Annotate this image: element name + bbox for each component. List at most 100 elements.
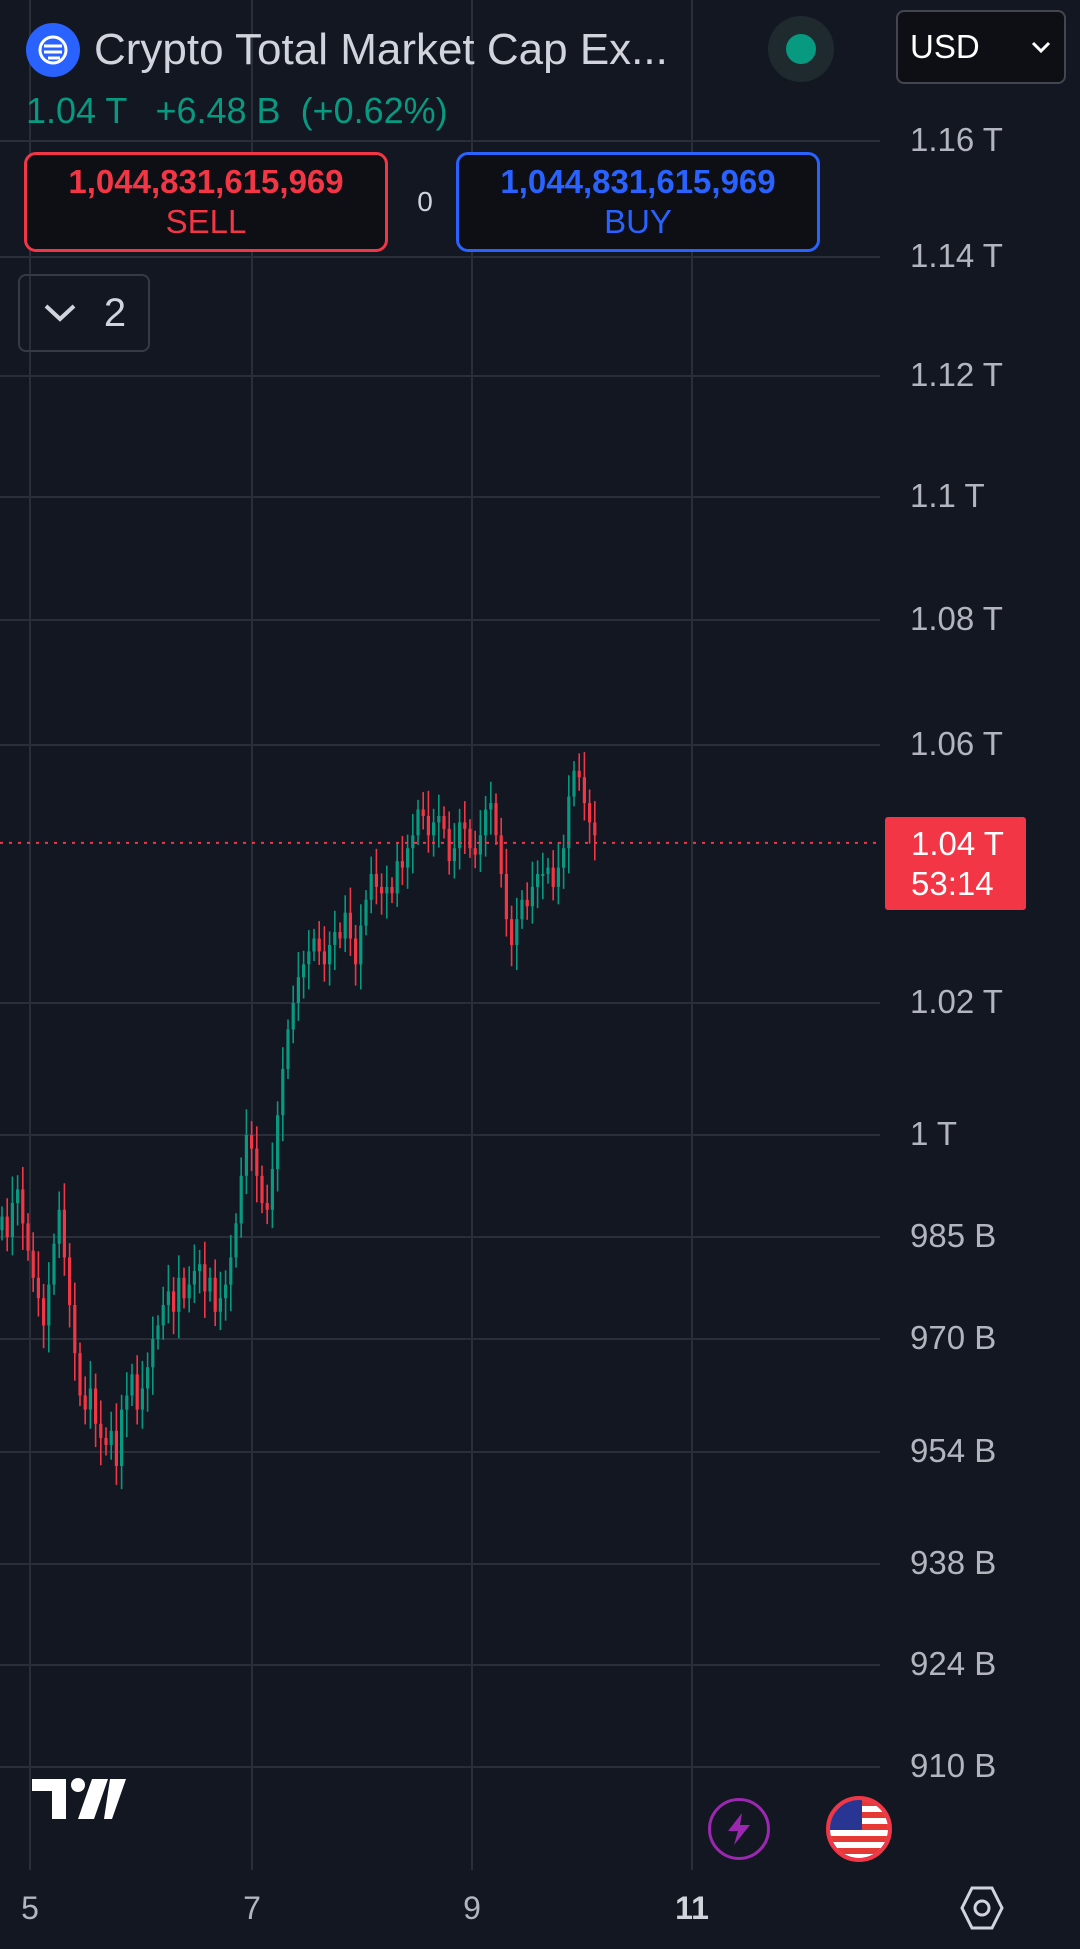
chart-settings-button[interactable] xyxy=(958,1884,1006,1937)
candle-body xyxy=(36,1277,40,1299)
us-flag-icon xyxy=(826,1796,892,1862)
lightning-icon xyxy=(728,1813,750,1845)
candle-body xyxy=(62,1209,66,1258)
candle-body xyxy=(0,1216,4,1231)
candle-body xyxy=(562,848,566,868)
market-status-indicator[interactable] xyxy=(768,16,834,82)
symbol-header[interactable]: Crypto Total Market Cap Ex... xyxy=(26,18,668,82)
candle-body xyxy=(291,1003,295,1030)
candle-body xyxy=(281,1069,285,1116)
candle-body xyxy=(400,861,404,868)
time-axis-label: 7 xyxy=(243,1890,261,1926)
price-axis-label: 1.1 T xyxy=(910,477,985,514)
price-change: +6.48 B xyxy=(155,90,281,131)
price-axis-label: 1.06 T xyxy=(910,725,1003,762)
lightning-button[interactable] xyxy=(708,1798,770,1860)
candle-body xyxy=(68,1257,72,1305)
candle-body xyxy=(192,1271,196,1285)
price-axis-label: 910 B xyxy=(910,1747,997,1784)
indicators-collapse-button[interactable]: 2 xyxy=(18,274,150,352)
region-flag-button[interactable] xyxy=(826,1796,892,1862)
candle-body xyxy=(489,803,493,810)
candle-body xyxy=(463,822,467,829)
price-tag-value: 1.04 T xyxy=(911,824,1004,862)
candle-body xyxy=(541,874,545,876)
candle-body xyxy=(307,951,311,965)
candle-body xyxy=(588,803,592,823)
candle-body xyxy=(536,874,540,887)
price-axis-label: 970 B xyxy=(910,1319,997,1356)
market-status-dot xyxy=(786,34,816,64)
candle-body xyxy=(525,899,529,907)
candle-body xyxy=(99,1423,103,1438)
candle-body xyxy=(42,1298,46,1326)
candle-body xyxy=(161,1305,165,1326)
candle-body xyxy=(151,1339,155,1368)
sell-price: 1,044,831,615,969 xyxy=(68,163,344,200)
candle-body xyxy=(452,848,456,862)
candle-body xyxy=(395,861,399,894)
price-axis-label: 1 T xyxy=(910,1115,958,1152)
currency-value: USD xyxy=(910,28,980,65)
candle-body xyxy=(582,777,586,804)
time-axis-label: 11 xyxy=(675,1890,709,1926)
price-axis-label: 1.08 T xyxy=(910,600,1003,637)
candle-body xyxy=(572,770,576,797)
tradingview-logo[interactable] xyxy=(32,1775,128,1826)
candle-body xyxy=(104,1437,108,1445)
candle-body xyxy=(312,938,316,952)
candle-body xyxy=(499,835,503,874)
candle-body xyxy=(374,874,378,887)
candle-body xyxy=(83,1395,87,1410)
price-axis-label: 1.02 T xyxy=(910,983,1003,1020)
candle-body xyxy=(416,809,420,836)
price-axis-label: 924 B xyxy=(910,1645,997,1682)
price-axis-label: 985 B xyxy=(910,1217,997,1254)
candle-body xyxy=(276,1115,280,1169)
buy-price: 1,044,831,615,969 xyxy=(500,163,776,200)
candle-body xyxy=(473,848,477,855)
candle-body xyxy=(156,1325,160,1339)
candle-body xyxy=(567,796,571,849)
candle-body xyxy=(380,886,384,894)
chevron-down-icon xyxy=(1031,41,1051,54)
candle-body xyxy=(551,867,555,887)
candle-body xyxy=(120,1409,124,1466)
candle-body xyxy=(213,1277,217,1312)
sell-label: SELL xyxy=(165,203,247,240)
candle-body xyxy=(322,951,326,965)
sell-button[interactable]: 1,044,831,615,969 SELL xyxy=(24,152,388,252)
candle-body xyxy=(338,932,342,939)
candle-body xyxy=(21,1189,25,1224)
candle-body xyxy=(494,803,498,836)
candle-body xyxy=(406,848,410,868)
candle-body xyxy=(47,1284,51,1326)
candle-body xyxy=(73,1305,77,1354)
candle-body xyxy=(130,1374,134,1396)
candle-body xyxy=(239,1175,243,1224)
buy-button[interactable]: 1,044,831,615,969 BUY xyxy=(456,152,820,252)
currency-select[interactable]: USD xyxy=(896,10,1066,84)
price-axis-label: 938 B xyxy=(910,1544,997,1581)
candle-body xyxy=(359,925,363,965)
candle-body xyxy=(504,874,508,920)
candle-body xyxy=(296,977,300,1003)
chevron-down-icon xyxy=(44,304,76,322)
candle-body xyxy=(447,828,451,862)
current-price-tag: 1.04 T 53:14 xyxy=(885,817,1026,910)
candle-body xyxy=(250,1135,254,1149)
candle-body xyxy=(88,1388,92,1410)
crypto-logo-icon xyxy=(26,23,80,77)
candle-body xyxy=(577,770,581,778)
candle-body xyxy=(265,1203,269,1210)
candle-body xyxy=(234,1223,238,1258)
candle-body xyxy=(432,822,436,836)
candle-body xyxy=(140,1388,144,1410)
candle-body xyxy=(78,1353,82,1396)
candle-body xyxy=(218,1298,222,1312)
price-change-percent: (+0.62%) xyxy=(300,90,448,131)
candle-body xyxy=(556,867,560,887)
candle-body xyxy=(31,1250,35,1278)
candle-body xyxy=(354,938,358,965)
